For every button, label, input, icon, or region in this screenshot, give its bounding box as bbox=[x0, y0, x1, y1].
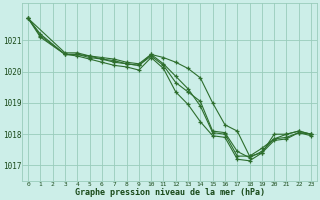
X-axis label: Graphe pression niveau de la mer (hPa): Graphe pression niveau de la mer (hPa) bbox=[75, 188, 265, 197]
